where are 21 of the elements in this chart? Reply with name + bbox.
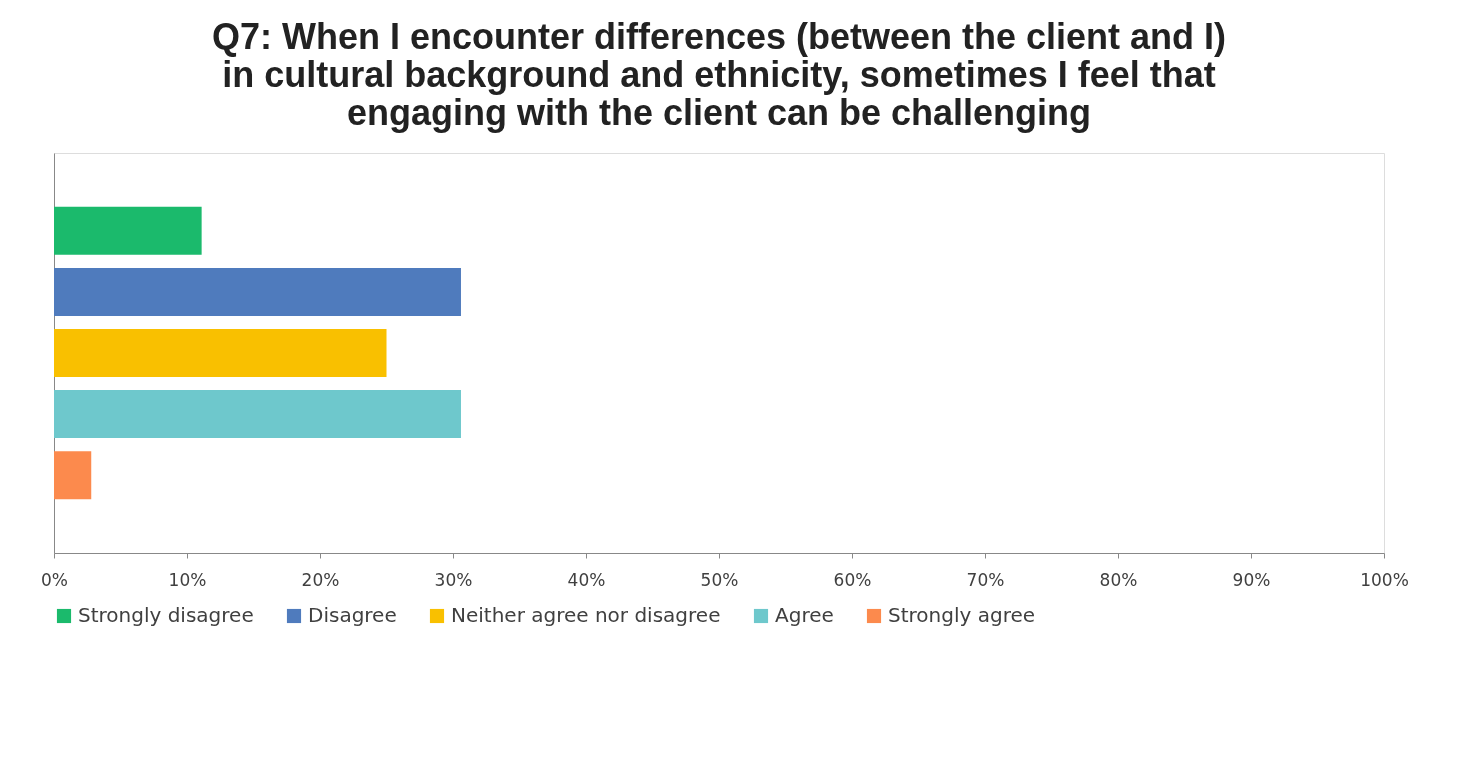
bar — [54, 390, 461, 439]
x-tick-label: 80% — [1099, 569, 1138, 590]
legend-label: Agree — [775, 603, 834, 627]
x-tick-label: 30% — [434, 569, 473, 590]
x-tick-label: 70% — [966, 569, 1005, 590]
x-tick-label: 100% — [1360, 569, 1409, 590]
x-tick-label: 10% — [168, 569, 207, 590]
x-tick-label: 40% — [567, 569, 606, 590]
bar — [54, 329, 387, 377]
x-tick-label: 60% — [833, 569, 872, 590]
x-tick-label: 50% — [700, 569, 739, 590]
legend-label: Neither agree nor disagree — [451, 603, 721, 627]
x-tick-label: 0% — [41, 569, 68, 590]
bar — [54, 206, 202, 255]
legend-label: Disagree — [308, 603, 397, 627]
legend-label: Strongly agree — [888, 603, 1036, 627]
bar — [54, 267, 461, 316]
x-tick-label: 20% — [301, 569, 340, 590]
x-tick-label: 90% — [1232, 569, 1271, 590]
legend-label: Strongly disagree — [78, 603, 254, 627]
bar — [54, 451, 92, 500]
